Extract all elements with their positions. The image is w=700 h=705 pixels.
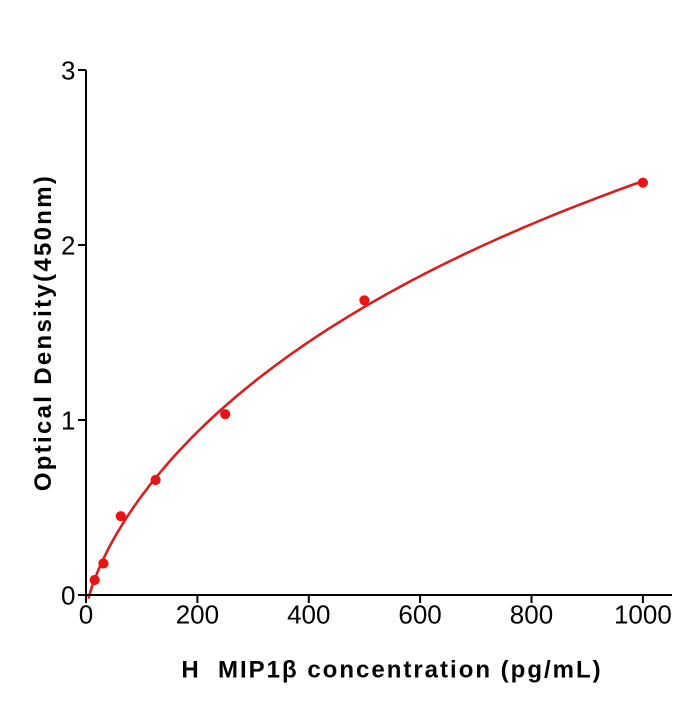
svg-text:1: 1 xyxy=(61,406,75,436)
svg-text:1000: 1000 xyxy=(614,600,672,630)
svg-text:0: 0 xyxy=(61,581,75,611)
svg-text:3: 3 xyxy=(61,56,75,86)
svg-text:800: 800 xyxy=(510,600,553,630)
svg-text:2: 2 xyxy=(61,231,75,261)
svg-text:H MIP1β concentration (pg/mL): H MIP1β concentration (pg/mL) xyxy=(181,657,602,684)
svg-text:0: 0 xyxy=(79,600,93,630)
svg-text:400: 400 xyxy=(287,600,330,630)
svg-text:Optical Density(450nm): Optical Density(450nm) xyxy=(30,174,57,491)
svg-text:200: 200 xyxy=(176,600,219,630)
svg-text:600: 600 xyxy=(398,600,441,630)
